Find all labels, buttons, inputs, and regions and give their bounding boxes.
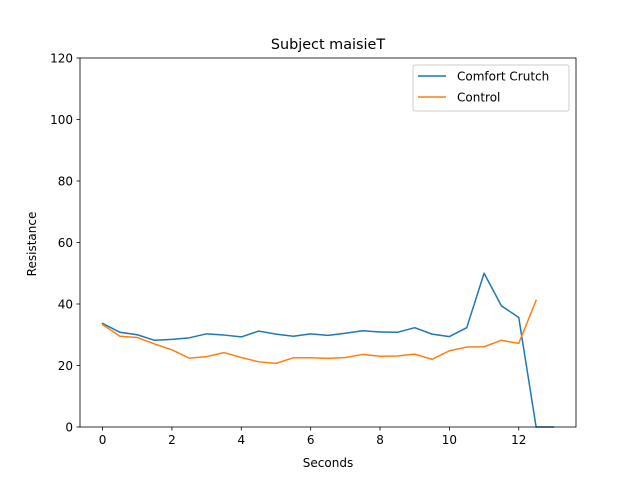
x-tick-label: 12 bbox=[511, 433, 526, 447]
series-line-1 bbox=[101, 272, 555, 428]
x-tick-label: 8 bbox=[376, 433, 384, 447]
x-axis-label: Seconds bbox=[303, 456, 353, 470]
legend-label: Comfort Crutch bbox=[457, 69, 549, 83]
x-tick-label: 0 bbox=[99, 433, 107, 447]
legend: Comfort Crutch Control bbox=[412, 64, 570, 112]
y-axis-label: Resistance bbox=[25, 212, 39, 277]
y-tick-label: 120 bbox=[50, 51, 73, 65]
plot-frame bbox=[79, 57, 577, 428]
legend-label: Control bbox=[457, 90, 500, 104]
legend-box bbox=[412, 64, 570, 112]
y-tick-label: 80 bbox=[58, 174, 73, 188]
y-tick-label: 60 bbox=[58, 236, 73, 250]
chart-title: Subject maisieT bbox=[271, 37, 386, 53]
x-tick-label: 10 bbox=[442, 433, 457, 447]
x-tick-label: 6 bbox=[307, 433, 315, 447]
y-tick-label: 100 bbox=[50, 113, 73, 127]
x-tick-label: 2 bbox=[168, 433, 176, 447]
y-tick-label: 0 bbox=[65, 420, 73, 434]
x-tick-label: 4 bbox=[237, 433, 245, 447]
y-tick-label: 40 bbox=[58, 297, 73, 311]
series-line-2 bbox=[101, 299, 538, 365]
y-tick-label: 20 bbox=[58, 359, 73, 373]
series-lines bbox=[101, 272, 555, 428]
